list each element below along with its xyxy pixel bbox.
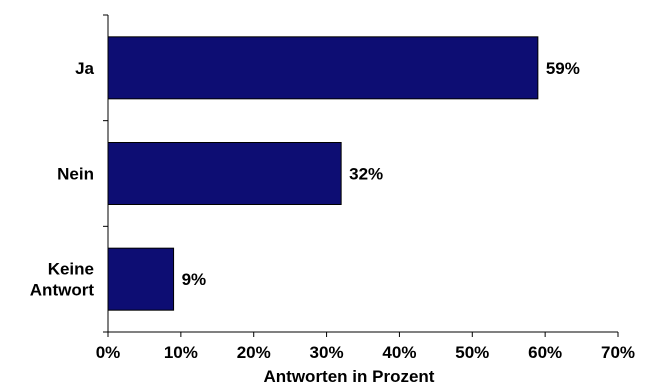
bar-value-label: 32% (349, 165, 383, 184)
x-tick-label: 50% (455, 343, 489, 362)
x-tick-label: 10% (164, 343, 198, 362)
labels: 0% 10% 20% 30% 40% 50% 60% 70% 59% Ja 32% Nein 9% Kei… (30, 59, 635, 362)
category-label: Antwort (30, 281, 95, 300)
category-label: Nein (57, 165, 94, 184)
bar (107, 142, 342, 205)
category-label: Ja (75, 59, 94, 78)
bar-value-label: 9% (182, 270, 207, 289)
x-tick-label: 60% (528, 343, 562, 362)
bar (107, 36, 539, 100)
x-tick-label: 30% (310, 343, 344, 362)
bar-value-label: 59% (546, 59, 580, 78)
x-axis-title: Antworten in Prozent (264, 367, 435, 385)
bars (107, 36, 539, 311)
x-tick-label: 70% (601, 343, 635, 362)
bar (107, 247, 175, 311)
x-tick-label: 20% (237, 343, 271, 362)
category-label: Keine (48, 260, 94, 279)
x-tick-label: 40% (382, 343, 416, 362)
x-tick-label: 0% (96, 343, 121, 362)
